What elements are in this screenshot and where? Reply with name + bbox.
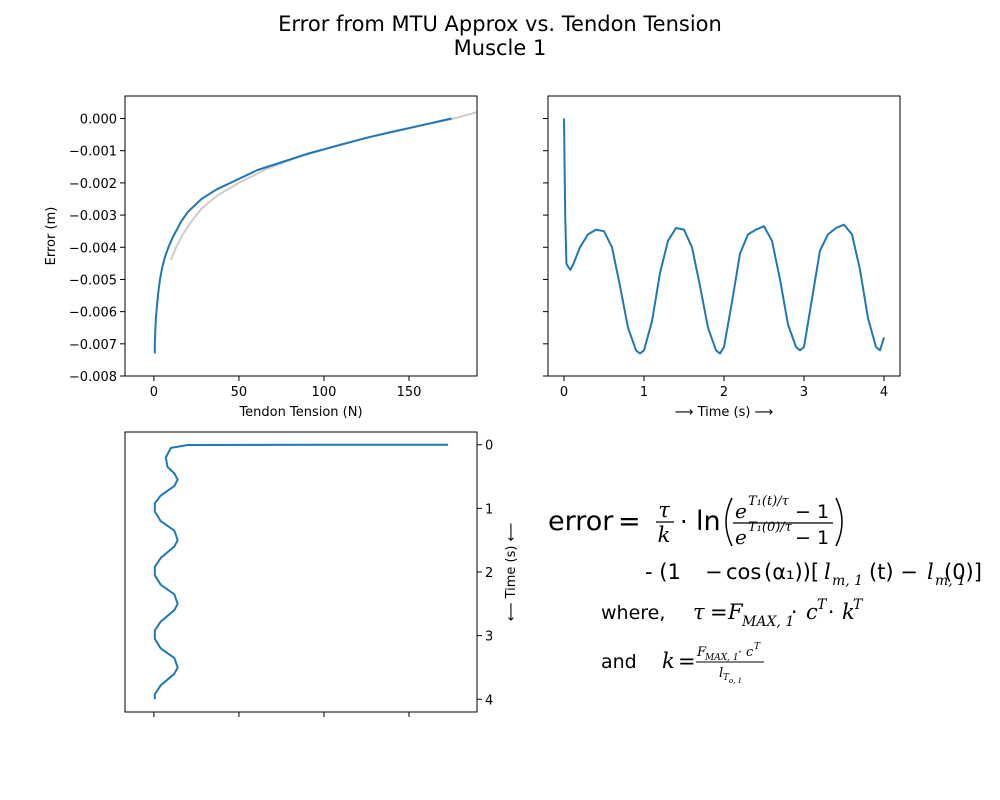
eq-and-num-sup-T: T	[754, 642, 761, 652]
eq-and-word: and	[601, 651, 637, 673]
x-tick-label: 4	[880, 385, 888, 400]
plot-frame	[124, 431, 478, 713]
eq-line2-minus: −	[705, 560, 723, 584]
eq-where-sup-T-2: T	[853, 597, 864, 613]
eq-den-e: e	[735, 525, 747, 549]
y-tick-label: −0.006	[69, 306, 117, 321]
x-axis-label: ⟶ Time (s) ⟶	[675, 405, 773, 420]
plot-frame	[124, 95, 478, 377]
eq-right-paren	[835, 497, 843, 547]
eq-where-tau: τ	[693, 600, 705, 624]
x-tick-label: 0	[560, 385, 568, 400]
x-tick-label: 2	[720, 385, 728, 400]
series-line-1	[563, 118, 885, 355]
plot-frame	[547, 95, 901, 377]
y-tick-label: 1	[485, 502, 493, 517]
eq-line2-l-a: l	[824, 560, 831, 584]
y-tick-label: −0.004	[69, 241, 117, 256]
tension-vs-time-axes: 0 1 2 3 4 ⟵ Time (s) ⟵	[124, 431, 519, 717]
figure-title-line-1: Error from MTU Approx vs. Tendon Tension	[278, 12, 722, 36]
eq-where-sup-T-1: T	[817, 597, 828, 613]
eq-and-k: k	[662, 649, 675, 673]
y-tick-label: −0.002	[69, 177, 117, 192]
eq-num-e: e	[735, 499, 747, 523]
time-vs-error-axes: 0 1 2 3 4 ⟶ Time (s) ⟶	[543, 95, 901, 420]
tension-vs-error-axes: 0 50 100 150 0.000 −0.001 −0.002 −0.003 −0.004 −0…	[44, 95, 478, 420]
eq-and-num-c: c	[746, 645, 754, 660]
eq-k-denominator: k	[658, 523, 671, 547]
eq-line2-sub-b: m, 1	[935, 573, 966, 589]
y-axis-label: Error (m)	[44, 207, 59, 266]
eq-where-cdot-1: ·	[791, 600, 797, 624]
eq-cdot: ·	[680, 508, 688, 536]
x-tick-label: 50	[231, 385, 248, 400]
y-tick-label: 0.000	[80, 113, 117, 128]
eq-and-equals: =	[678, 649, 696, 673]
y-tick-label: 0	[485, 439, 493, 454]
eq-ln: ln	[696, 506, 721, 537]
eq-and-num-cdot: ·	[738, 645, 742, 659]
y-axis-label: ⟵ Time (s) ⟵	[504, 523, 519, 621]
eq-den-exponent: T₁(0)/τ	[748, 520, 793, 535]
eq-num-exponent: T₁(t)/τ	[748, 494, 790, 509]
eq-line2-zero-arg: (0)]	[944, 560, 982, 584]
figure-title-line-2: Muscle 1	[454, 36, 547, 60]
eq-where-c: c	[806, 600, 818, 624]
eq-where-k: k	[842, 600, 855, 624]
eq-equals: =	[618, 506, 641, 537]
y-tick-label: 4	[485, 693, 493, 708]
x-tick-label: 150	[397, 385, 422, 400]
eq-line2-cos: cos	[726, 560, 761, 584]
y-tick-label: −0.007	[69, 338, 117, 353]
eq-error-word: error	[548, 506, 614, 537]
eq-where-cdot-2: ·	[828, 600, 834, 624]
eq-line2-alpha: (α₁))[	[764, 560, 819, 584]
eq-num-minus-one: − 1	[795, 501, 829, 523]
eq-tau-numerator: τ	[658, 498, 670, 522]
x-tick-label: 1	[640, 385, 648, 400]
eq-and-den-l: l	[719, 666, 723, 681]
x-tick-label: 100	[312, 385, 337, 400]
y-tick-label: 3	[485, 630, 493, 645]
eq-and-num-sub-max: MAX, 1	[704, 653, 739, 663]
eq-line2-sub-a: m, 1	[832, 573, 863, 589]
series-line-1	[169, 111, 477, 261]
eq-line2-t-arg: (t) −	[869, 560, 918, 584]
eq-and-den-subsub: o, 1	[729, 677, 742, 685]
eq-line2-l-b: l	[927, 560, 934, 584]
y-tick-label: 2	[485, 566, 493, 581]
eq-line2-lead: - (1	[645, 560, 681, 584]
eq-and-num-F: F	[696, 645, 707, 660]
eq-den-minus-one: − 1	[795, 527, 829, 549]
series-line-2	[153, 117, 452, 354]
y-tick-label: −0.005	[69, 273, 117, 288]
eq-left-paren	[725, 497, 733, 547]
y-tick-label: −0.008	[69, 370, 117, 385]
eq-and-den-sub: T	[723, 673, 730, 683]
y-tick-label: −0.001	[69, 145, 117, 160]
series-line-1	[153, 443, 449, 700]
x-axis-label: Tendon Tension (N)	[238, 405, 362, 420]
eq-where-word: where,	[601, 602, 665, 624]
eq-where-sub-max: MAX, 1	[741, 614, 794, 630]
y-tick-label: −0.003	[69, 209, 117, 224]
error-equation: error = τ k · ln e T₁(t)/τ − 1 e T₁(0)/τ…	[548, 494, 982, 685]
x-tick-label: 3	[800, 385, 808, 400]
eq-where-F: F	[727, 600, 744, 624]
eq-where-equals: =	[710, 600, 728, 624]
x-tick-label: 0	[150, 385, 158, 400]
